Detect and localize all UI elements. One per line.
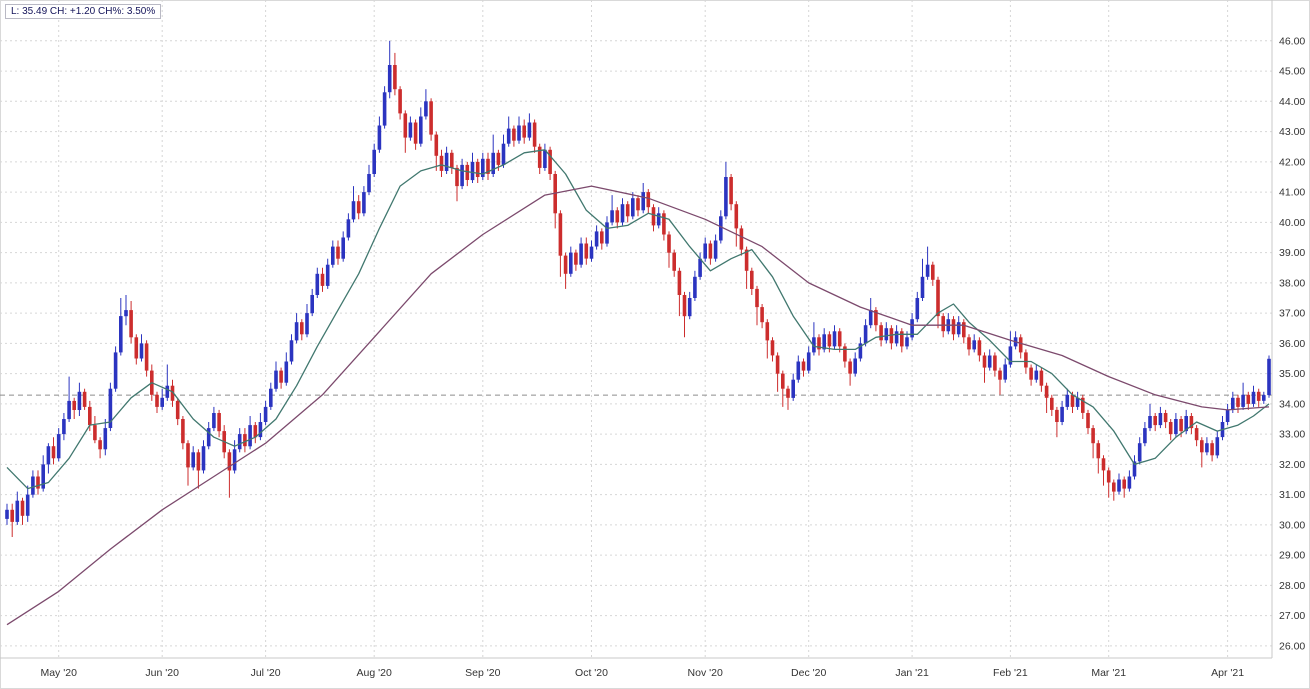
chart-border [0,0,1273,659]
svg-text:Jan '21: Jan '21 [895,667,929,679]
svg-text:44.00: 44.00 [1279,96,1305,108]
svg-text:41.00: 41.00 [1279,187,1305,199]
svg-text:May '20: May '20 [40,667,77,679]
svg-text:32.00: 32.00 [1279,459,1305,471]
ma-fast-line [6,149,1270,490]
svg-text:42.00: 42.00 [1279,156,1305,168]
svg-text:Dec '20: Dec '20 [791,667,826,679]
svg-text:26.00: 26.00 [1279,640,1305,652]
grid-lines [0,0,1272,658]
price-axis: 26.00 27.00 28.00 29.00 30.00 31.00 32.00 33.00… [1279,35,1305,652]
svg-text:40.00: 40.00 [1279,217,1305,229]
svg-text:Sep '20: Sep '20 [465,667,500,679]
svg-text:27.00: 27.00 [1279,610,1305,622]
svg-text:Jul '20: Jul '20 [251,667,281,679]
svg-text:43.00: 43.00 [1279,126,1305,138]
time-axis: May '20 Jun '20 Jul '20 Aug '20 Sep '20 Oct '… [40,667,1244,679]
svg-text:Oct '20: Oct '20 [575,667,608,679]
svg-text:35.00: 35.00 [1279,368,1305,380]
svg-text:30.00: 30.00 [1279,519,1305,531]
svg-text:Mar '21: Mar '21 [1091,667,1126,679]
ma-slow-line [6,185,1270,626]
svg-text:36.00: 36.00 [1279,338,1305,350]
svg-text:Aug '20: Aug '20 [357,667,392,679]
svg-text:29.00: 29.00 [1279,550,1305,562]
svg-text:Apr '21: Apr '21 [1211,667,1244,679]
svg-text:46.00: 46.00 [1279,35,1305,47]
svg-text:45.00: 45.00 [1279,66,1305,78]
candles[interactable] [5,40,1271,537]
svg-text:Nov '20: Nov '20 [688,667,723,679]
svg-text:37.00: 37.00 [1279,308,1305,320]
svg-text:33.00: 33.00 [1279,429,1305,441]
svg-text:28.00: 28.00 [1279,580,1305,592]
svg-text:34.00: 34.00 [1279,398,1305,410]
svg-text:39.00: 39.00 [1279,247,1305,259]
svg-text:31.00: 31.00 [1279,489,1305,501]
svg-text:Jun '20: Jun '20 [145,667,179,679]
svg-text:Feb '21: Feb '21 [993,667,1028,679]
last-price-summary: L: 35.49 CH: +1.20 CH%: 3.50% [5,4,162,19]
svg-text:38.00: 38.00 [1279,277,1305,289]
